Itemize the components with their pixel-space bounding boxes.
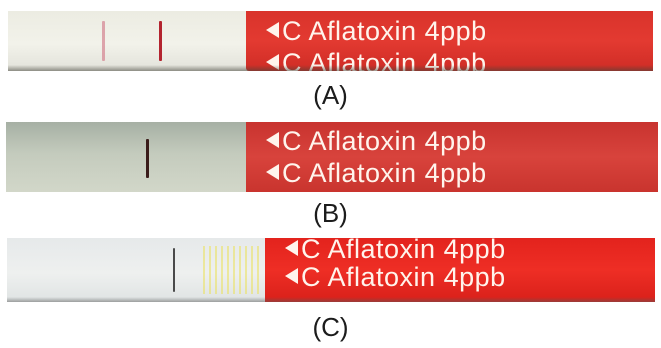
test-strip-c: C Aflatoxin 4ppb C Aflatoxin 4ppb [7, 238, 655, 302]
label-row-top-b: C Aflatoxin 4ppb [266, 128, 658, 155]
arrow-left-icon [285, 268, 298, 284]
sample-pad-b [6, 122, 256, 192]
sample-pad-a [8, 11, 254, 71]
label-row-top-a: C Aflatoxin 4ppb [266, 18, 653, 45]
label-row-bottom-b: C Aflatoxin 4ppb [266, 160, 658, 187]
test-strip-b: C Aflatoxin 4ppb C Aflatoxin 4ppb [6, 122, 658, 192]
label-text: C Aflatoxin 4ppb [282, 16, 487, 46]
label-text: C Aflatoxin 4ppb [301, 262, 506, 292]
label-text: C Aflatoxin 4ppb [282, 158, 487, 188]
label-text: C Aflatoxin 4ppb [282, 48, 487, 72]
label-text: C Aflatoxin 4ppb [301, 238, 506, 264]
caption-a: (A) [313, 80, 348, 110]
sample-pad-c [7, 238, 269, 302]
label-row-bottom-c: C Aflatoxin 4ppb [285, 264, 655, 291]
caption-c: (C) [312, 312, 349, 342]
label-row-bottom-a: C Aflatoxin 4ppb [266, 50, 653, 71]
arrow-left-icon [285, 240, 298, 256]
label-band-c: C Aflatoxin 4ppb C Aflatoxin 4ppb [265, 238, 655, 302]
control-line-b [146, 138, 149, 178]
test-strip-a: C Aflatoxin 4ppb C Aflatoxin 4ppb [8, 11, 653, 71]
arrow-left-icon [266, 22, 279, 38]
arrow-left-icon [266, 164, 279, 180]
sample-stain [203, 246, 259, 294]
label-band-b: C Aflatoxin 4ppb C Aflatoxin 4ppb [246, 122, 658, 192]
control-line-a [159, 20, 162, 62]
label-row-top-c: C Aflatoxin 4ppb [285, 238, 655, 263]
label-band-a: C Aflatoxin 4ppb C Aflatoxin 4ppb [246, 11, 653, 71]
label-text: C Aflatoxin 4ppb [282, 126, 487, 156]
caption-b: (B) [313, 198, 348, 228]
control-line-c [173, 248, 175, 292]
test-line-a [102, 20, 105, 62]
arrow-left-icon [266, 132, 279, 148]
arrow-left-icon [266, 54, 279, 70]
